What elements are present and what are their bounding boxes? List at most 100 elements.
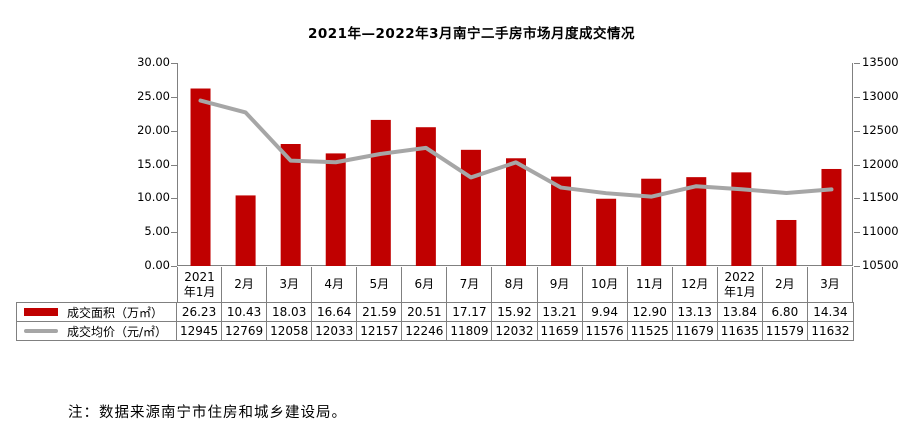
chart-graphics <box>190 88 842 266</box>
bar-7月 <box>460 149 481 266</box>
table-cell: 12769 <box>222 322 268 340</box>
table-cell: 6.80 <box>763 303 808 321</box>
table-cell: 13.84 <box>718 303 763 321</box>
table-cell: 11579 <box>763 322 808 340</box>
table-cell: 13.21 <box>538 303 583 321</box>
left-axis-tick-label: 25.00 <box>137 89 170 103</box>
right-axis-tick-mark <box>854 232 860 233</box>
table-cell: 12.90 <box>628 303 673 321</box>
x-axis-label-10月: 10月 <box>583 267 628 302</box>
x-axis-label-9月: 9月 <box>538 267 583 302</box>
table-cell: 11525 <box>628 322 673 340</box>
table-cell: 12033 <box>312 322 358 340</box>
bar-3月 <box>280 144 301 266</box>
right-axis-tick-label: 11000 <box>862 224 899 238</box>
table-cell: 9.94 <box>583 303 628 321</box>
bar-10月 <box>596 198 617 266</box>
x-axis-label-3月: 3月 <box>267 267 313 302</box>
x-axis-label-3月: 3月 <box>808 267 853 302</box>
table-cell: 12058 <box>267 322 313 340</box>
table-cell: 10.43 <box>222 303 268 321</box>
bar-6月 <box>415 127 436 266</box>
left-axis-tick-label: 30.00 <box>137 55 170 69</box>
data-table: 成交面积（万㎡） 26.23 10.43 18.03 16.64 21.59 20.51 17… <box>16 302 854 341</box>
left-axis-tick-mark <box>171 63 177 64</box>
line-legend-swatch <box>24 329 58 333</box>
x-axis-label-12月: 12月 <box>673 267 718 302</box>
table-cell: 16.64 <box>312 303 358 321</box>
table-cell: 12032 <box>492 322 538 340</box>
x-axis-label-2月: 2月 <box>222 267 268 302</box>
x-axis-label-2021年1月: 2021年1月 <box>177 267 223 302</box>
chart-title: 2021年—2022年3月南宁二手房市场月度成交情况 <box>307 26 636 42</box>
bar-11月 <box>641 178 662 266</box>
table-cell: 11635 <box>718 322 763 340</box>
right-axis-tick-mark <box>854 165 860 166</box>
x-axis-labels: 2021年1月 2月 3月 4月 5月 6月 7月 8月 9月 10月 11月 12月 2022年1月 2… <box>177 267 855 302</box>
left-axis-tick-mark <box>171 165 177 166</box>
bar-12月 <box>686 177 707 266</box>
table-cell: 11679 <box>673 322 718 340</box>
bar-3月 <box>821 168 842 266</box>
bar-4月 <box>325 153 346 266</box>
bar-5月 <box>370 119 391 266</box>
legend-cell: 成交面积（万㎡） <box>17 303 177 321</box>
x-axis-label-11月: 11月 <box>628 267 673 302</box>
table-cell: 21.59 <box>357 303 403 321</box>
x-axis-label-2022年1月: 2022年1月 <box>718 267 763 302</box>
left-axis-tick-mark <box>171 131 177 132</box>
legend-cell: 成交均价（元/㎡） <box>17 322 177 340</box>
series-name: 成交均价（元/㎡） <box>67 324 168 339</box>
left-axis-tick-mark <box>171 232 177 233</box>
left-axis-tick-mark <box>171 97 177 98</box>
x-axis-label-8月: 8月 <box>492 267 538 302</box>
right-axis-tick-mark <box>854 131 860 132</box>
table-cell: 12945 <box>177 322 223 340</box>
x-axis-label-4月: 4月 <box>312 267 358 302</box>
table-cell: 11576 <box>583 322 628 340</box>
left-axis-tick-label: 20.00 <box>137 123 170 137</box>
left-axis-tick-label: 5.00 <box>144 224 170 238</box>
right-axis-tick-label: 12000 <box>862 157 899 171</box>
left-axis-tick-label: 0.00 <box>144 258 170 272</box>
table-cell: 11659 <box>538 322 583 340</box>
table-cell: 12246 <box>402 322 448 340</box>
table-cell: 15.92 <box>492 303 538 321</box>
source-note: 注：数据来源南宁市住房和城乡建设局。 <box>68 405 347 421</box>
x-axis-label-2月: 2月 <box>763 267 808 302</box>
table-cell: 20.51 <box>402 303 448 321</box>
left-axis-tick-mark <box>171 266 177 267</box>
left-axis-tick-label: 15.00 <box>137 157 170 171</box>
table-cell: 12157 <box>357 322 403 340</box>
right-axis-tick-mark <box>854 97 860 98</box>
table-cell: 13.13 <box>673 303 718 321</box>
bar-9月 <box>551 176 572 266</box>
right-axis-tick-label: 12500 <box>862 123 899 137</box>
right-axis-tick-mark <box>854 198 860 199</box>
left-axis-tick-mark <box>171 198 177 199</box>
right-axis-tick-label: 13500 <box>862 55 899 69</box>
right-axis-tick-mark <box>854 266 860 267</box>
bar-2月 <box>235 195 256 266</box>
bar-2022年1月 <box>731 172 752 266</box>
left-axis-tick-label: 10.00 <box>137 190 170 204</box>
bar-legend-swatch <box>24 308 58 316</box>
table-cell: 14.34 <box>813 305 848 319</box>
table-cell: 18.03 <box>267 303 313 321</box>
table-cell: 11632 <box>811 324 850 338</box>
x-axis-label-5月: 5月 <box>357 267 403 302</box>
right-axis-tick-mark <box>854 63 860 64</box>
table-row: 成交均价（元/㎡） 12945 12769 12058 12033 12157 12246 1… <box>17 321 853 340</box>
bar-2月 <box>776 219 797 266</box>
x-axis-label-6月: 6月 <box>402 267 448 302</box>
bar-8月 <box>506 158 526 266</box>
plot-area <box>177 63 853 266</box>
right-axis-tick-label: 13000 <box>862 89 899 103</box>
table-cell: 26.23 <box>177 303 223 321</box>
table-cell: 11809 <box>447 322 493 340</box>
x-axis-label-7月: 7月 <box>447 267 493 302</box>
bar-2021年1月 <box>190 88 211 266</box>
series-name: 成交面积（万㎡） <box>67 305 164 320</box>
right-axis-tick-label: 10500 <box>862 258 899 272</box>
